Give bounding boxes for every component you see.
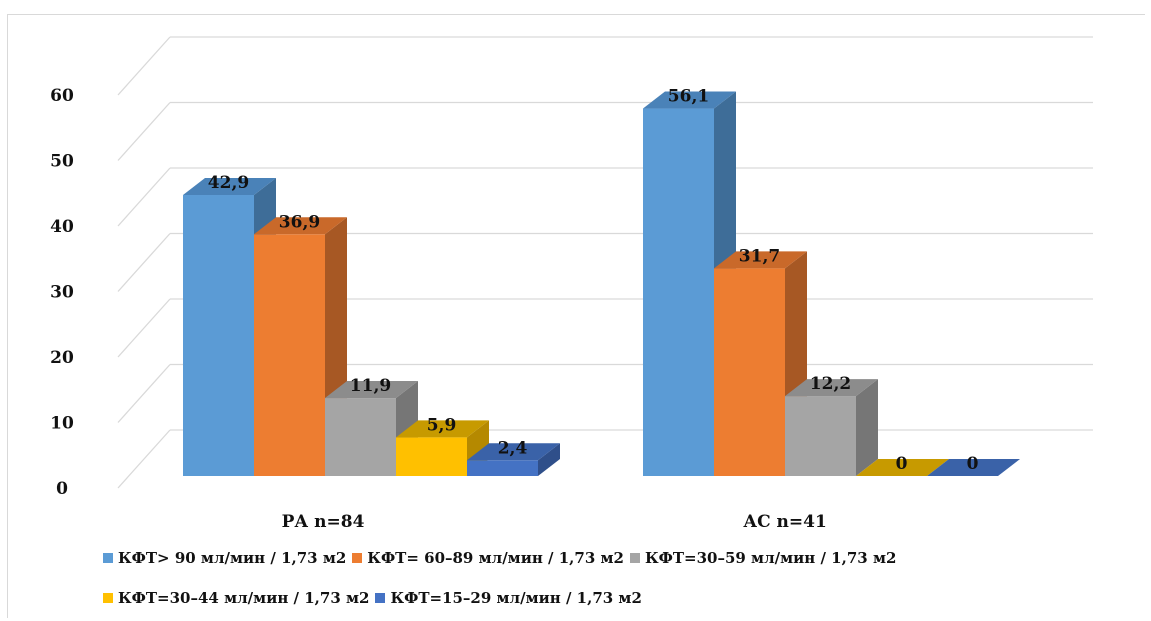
legend: КФТ> 90 мл/мин / 1,73 м2 КФТ= 60–89 мл/м… (103, 538, 1103, 618)
data-label: 12,2 (810, 374, 851, 394)
gridline-diagonal (117, 167, 171, 227)
data-label: 0 (896, 454, 908, 474)
data-label: 56,1 (668, 87, 709, 107)
data-label: 42,9 (208, 173, 249, 193)
legend-label: КФТ= 60–89 мл/мин / 1,73 м2 (367, 549, 624, 567)
legend-item-3: КФТ=30–59 мл/мин / 1,73 м2 (629, 549, 897, 567)
legend-item-4: КФТ=30–44 мл/мин / 1,73 м2 (103, 589, 369, 607)
gridlines (117, 36, 1093, 489)
bar-top (856, 459, 949, 476)
legend-row-1: КФТ> 90 мл/мин / 1,73 м2 КФТ= 60–89 мл/м… (103, 538, 1103, 578)
data-label: 31,7 (739, 246, 780, 266)
y-tick-label: 10 (50, 414, 74, 434)
data-labels: 42,9 36,9 11,9 5,9 2,4 56,1 31,7 12,2 0 0 (208, 87, 979, 474)
category-labels: РА n=84 АС n=41 (282, 512, 827, 532)
data-label: 36,9 (279, 212, 320, 232)
bar-front (467, 460, 538, 476)
bar-top (785, 379, 878, 397)
bar-top (254, 217, 347, 235)
gridline-diagonal (117, 36, 171, 96)
legend-swatch (375, 593, 386, 603)
data-label: 11,9 (350, 376, 391, 396)
bar-front (183, 195, 254, 476)
legend-item-5: КФТ=15–29 мл/мин / 1,73 м2 (375, 589, 642, 607)
bar-front (785, 396, 856, 476)
bar-top (325, 381, 418, 399)
bars (183, 91, 1020, 477)
bar (927, 459, 1020, 476)
bar-front (325, 398, 396, 476)
gridline-diagonal (117, 364, 171, 423)
data-label: 2,4 (498, 438, 528, 458)
gridline-diagonal (117, 233, 171, 292)
bar-top (396, 420, 489, 438)
data-label: 0 (967, 454, 979, 474)
bar (254, 217, 347, 476)
bar-front (714, 268, 785, 476)
legend-swatch (629, 553, 640, 563)
chart-frame (7, 14, 1145, 618)
bar-front (396, 437, 467, 476)
gridline-diagonal (117, 298, 171, 358)
bar-top (467, 443, 560, 461)
legend-row-2: КФТ=30–44 мл/мин / 1,73 м2 КФТ=15–29 мл/… (103, 578, 1103, 618)
legend-item-2: КФТ= 60–89 мл/мин / 1,73 м2 (352, 549, 624, 567)
bar-top (714, 251, 807, 269)
y-tick-label: 0 (56, 479, 68, 499)
category-label: РА n=84 (282, 512, 365, 532)
bar-top (183, 178, 276, 196)
y-tick-label: 40 (50, 217, 74, 237)
bar-top (643, 91, 736, 109)
bar (325, 381, 418, 476)
gridline-diagonal (117, 102, 171, 161)
legend-label: КФТ=15–29 мл/мин / 1,73 м2 (390, 589, 642, 607)
legend-swatch (352, 553, 363, 563)
bar-side (538, 443, 560, 476)
bar-top (927, 459, 1020, 476)
legend-item-1: КФТ> 90 мл/мин / 1,73 м2 (103, 549, 346, 567)
y-tick-label: 20 (50, 348, 74, 368)
legend-label: КФТ=30–59 мл/мин / 1,73 м2 (644, 549, 897, 567)
bar (467, 443, 560, 476)
bar (785, 379, 878, 476)
gridline-diagonal (117, 429, 171, 489)
legend-swatch (103, 553, 113, 563)
y-tick-label: 50 (50, 152, 74, 172)
data-label: 5,9 (427, 415, 457, 435)
legend-label: КФТ> 90 мл/мин / 1,73 м2 (118, 549, 347, 567)
bar-front (254, 234, 325, 476)
legend-label: КФТ=30–44 мл/мин / 1,73 м2 (118, 589, 370, 607)
y-axis-ticks: 0 10 20 30 40 50 60 (50, 86, 74, 499)
y-tick-label: 60 (50, 86, 74, 106)
bar (856, 459, 949, 476)
legend-swatch (103, 593, 113, 603)
bar-front (643, 108, 714, 477)
category-label: АС n=41 (743, 512, 827, 532)
bar-side (856, 379, 878, 476)
y-tick-label: 30 (50, 283, 74, 303)
bar (714, 251, 807, 476)
